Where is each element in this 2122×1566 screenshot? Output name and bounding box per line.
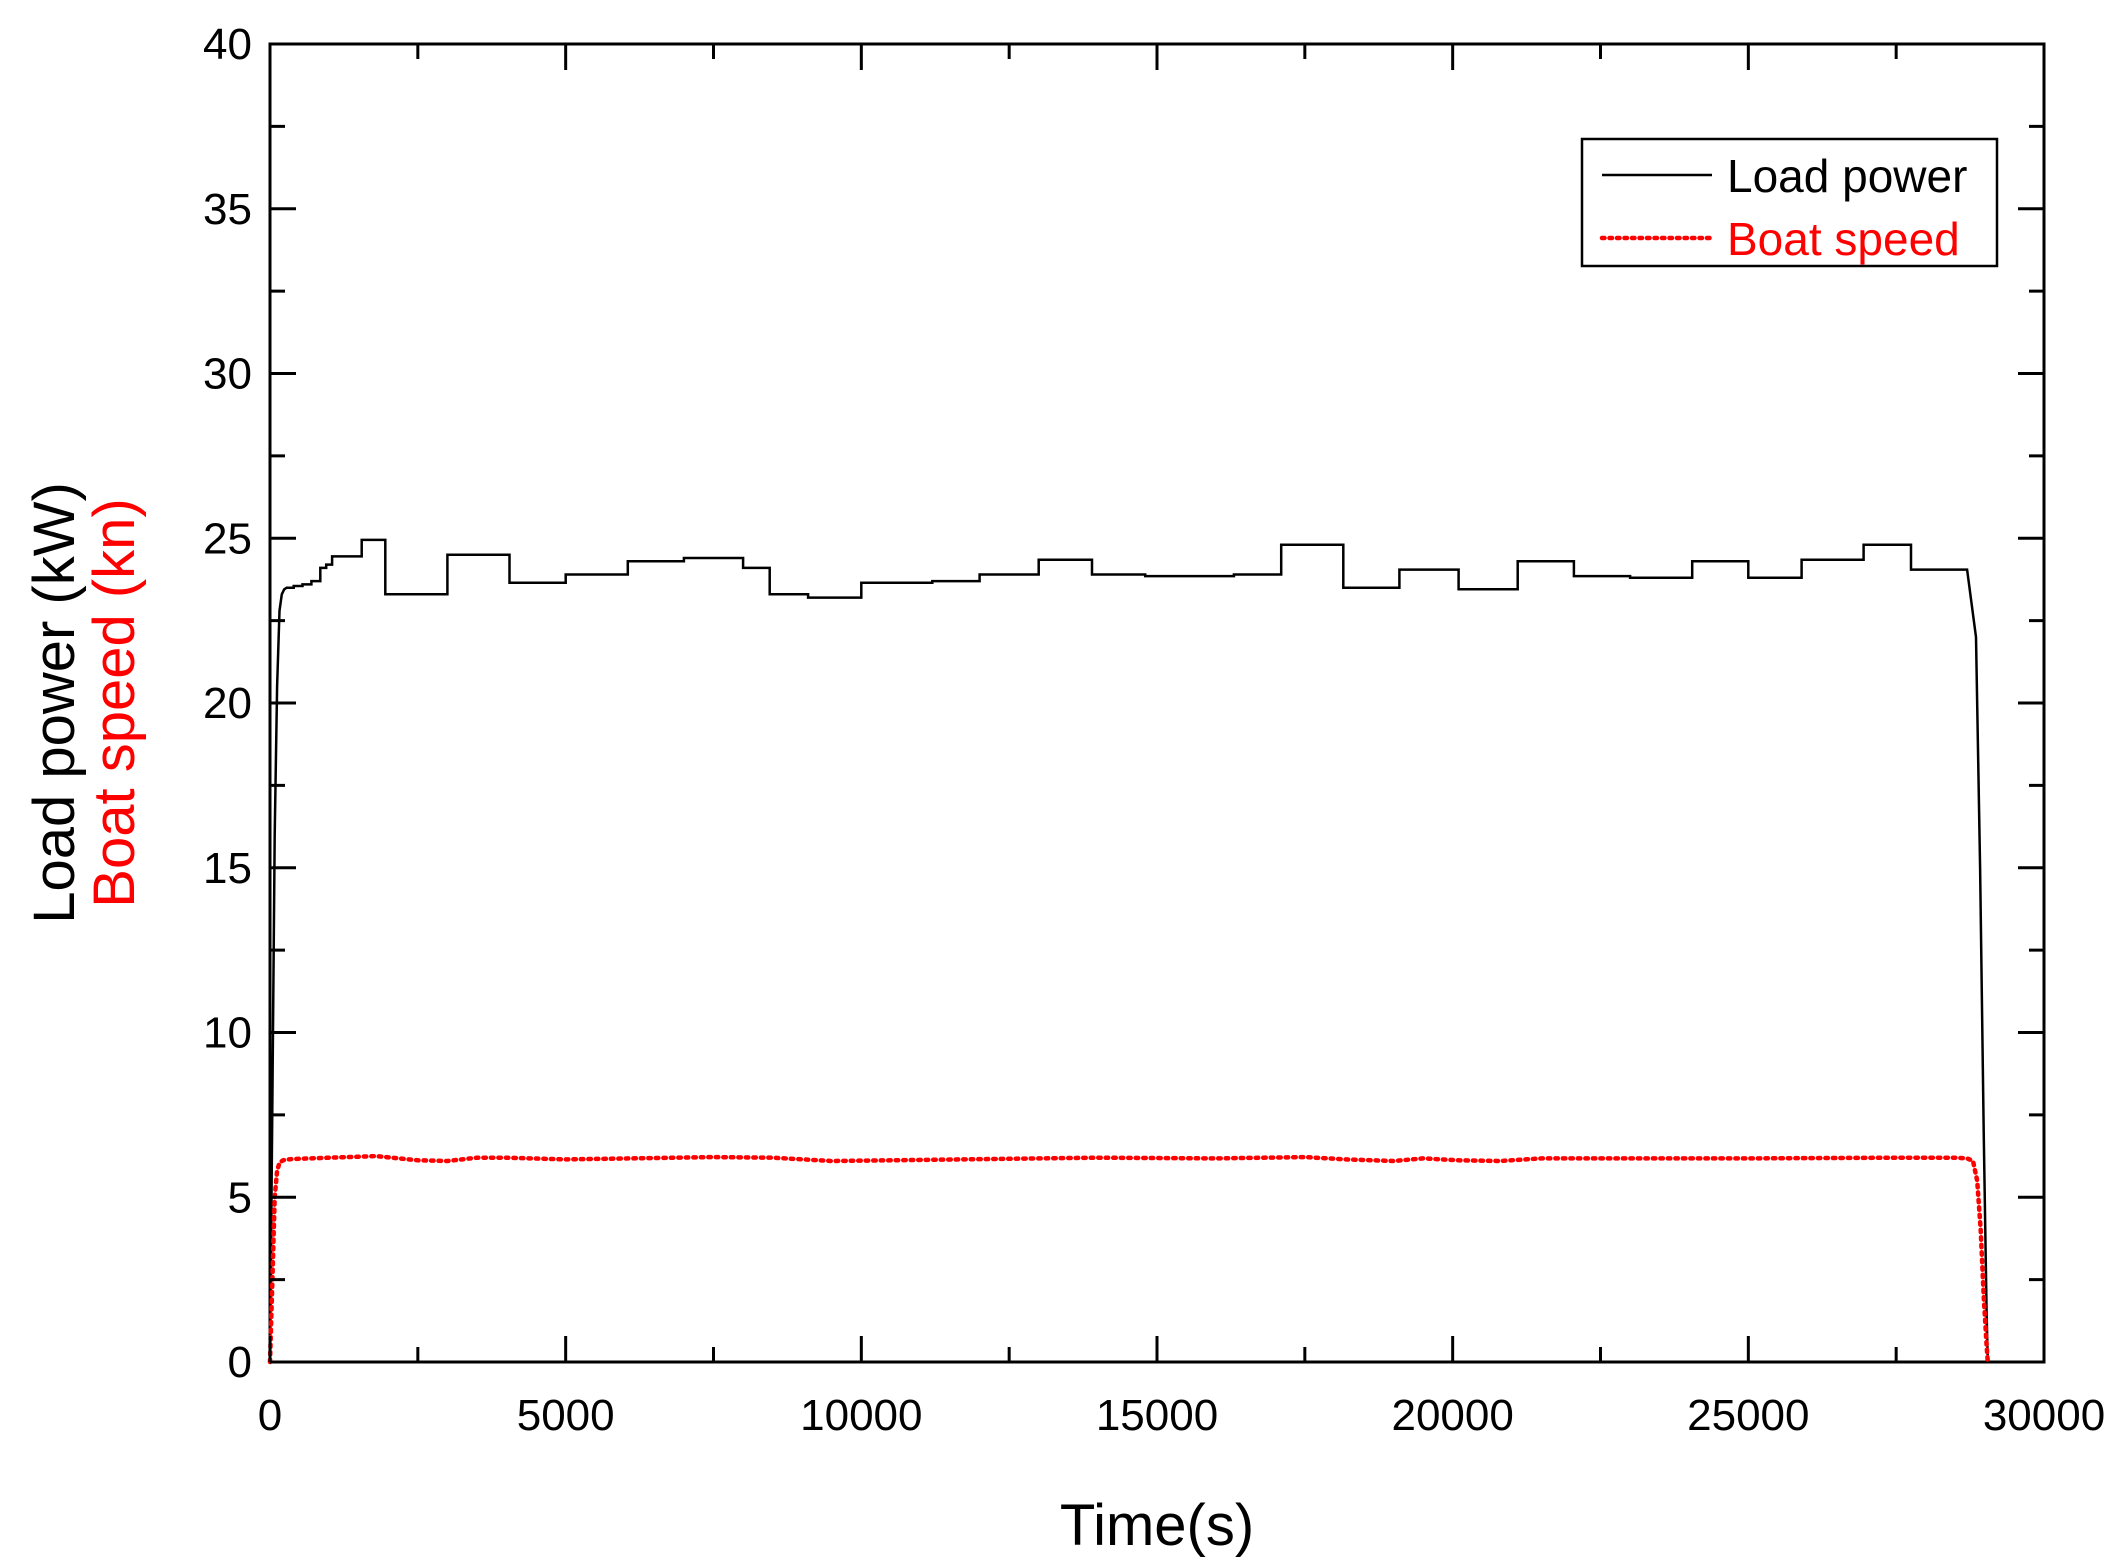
x-axis-title: Time(s) xyxy=(1060,1493,1254,1558)
y-axis-title-load-power: Load power (kW) xyxy=(22,482,87,924)
x-tick-label: 0 xyxy=(258,1391,282,1440)
y-tick-label: 40 xyxy=(203,20,252,69)
x-tick-label: 15000 xyxy=(1096,1391,1218,1440)
y-tick-label: 15 xyxy=(203,844,252,893)
series-line-load-power xyxy=(268,538,1990,1363)
y-tick-label: 30 xyxy=(203,350,252,399)
series-line-boat-speed xyxy=(267,1153,1991,1365)
legend-label-boat-speed: Boat speed xyxy=(1727,213,1960,265)
x-tick-label: 5000 xyxy=(517,1391,615,1440)
ticks-layer xyxy=(268,42,2046,1364)
series-layer xyxy=(267,538,1991,1365)
tick-labels-layer: 0 5000 10000 15000 20000 25000 30000 0 5 10 15 20 25… xyxy=(203,20,2105,1440)
y-tick-label: 20 xyxy=(203,679,252,728)
x-tick-label: 20000 xyxy=(1391,1391,1513,1440)
y-axis-title-boat-speed: Boat speed (kn) xyxy=(82,498,147,907)
x-tick-label: 10000 xyxy=(800,1391,922,1440)
x-tick-label: 30000 xyxy=(1983,1391,2105,1440)
x-tick-label: 25000 xyxy=(1687,1391,1809,1440)
legend-box xyxy=(1580,137,1999,268)
legend: Load power Boat speed xyxy=(1580,137,1999,268)
legend-label-load-power: Load power xyxy=(1727,150,1967,202)
y-tick-label: 10 xyxy=(203,1009,252,1058)
y-tick-label: 5 xyxy=(228,1173,252,1222)
y-tick-label: 25 xyxy=(203,514,252,563)
y-tick-label: 35 xyxy=(203,185,252,234)
y-tick-label: 0 xyxy=(228,1338,252,1387)
